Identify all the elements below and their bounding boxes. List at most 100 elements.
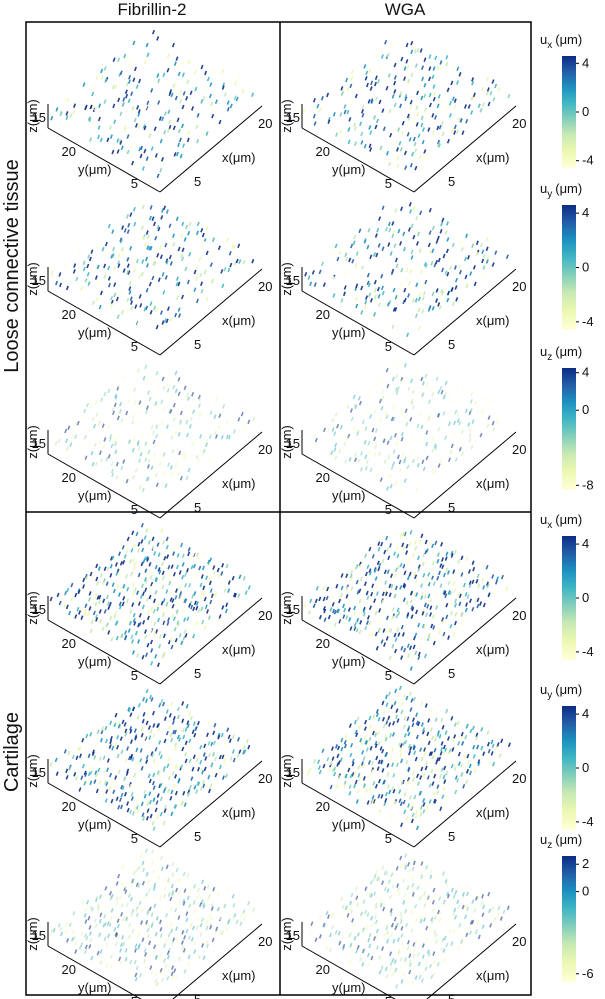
- arrow: [417, 325, 421, 331]
- arrow: [411, 866, 415, 872]
- arrow: [497, 913, 501, 918]
- arrow: [162, 767, 166, 773]
- arrow: [394, 481, 398, 487]
- axis-label: x(μm): [476, 313, 509, 328]
- arrow: [407, 731, 411, 737]
- arrow: [486, 741, 490, 747]
- arrow: [467, 759, 471, 765]
- arrow: [237, 737, 241, 742]
- arrow: [243, 916, 247, 921]
- arrow: [171, 603, 175, 609]
- arrow: [122, 478, 126, 484]
- tick-label: 5: [131, 668, 138, 683]
- arrow: [137, 899, 141, 905]
- arrow: [133, 221, 137, 227]
- arrow: [465, 280, 469, 286]
- arrow: [198, 902, 202, 907]
- arrow: [448, 591, 452, 596]
- arrow: [436, 125, 440, 131]
- arrow: [481, 249, 485, 255]
- arrow: [359, 737, 363, 743]
- arrow: [192, 721, 196, 726]
- arrow: [111, 555, 115, 561]
- arrow: [429, 727, 433, 732]
- arrow: [225, 434, 229, 440]
- arrow: [142, 696, 146, 702]
- arrow: [187, 551, 191, 557]
- arrow: [368, 292, 372, 298]
- arrow: [432, 640, 436, 646]
- arrow: [402, 246, 406, 252]
- arrow: [444, 730, 448, 735]
- tick-label: 15: [32, 110, 46, 125]
- arrow: [358, 598, 362, 604]
- arrow: [356, 431, 360, 436]
- tick-label: 20: [316, 144, 330, 159]
- arrow: [205, 296, 209, 302]
- arrow: [391, 732, 395, 737]
- arrow: [50, 270, 54, 276]
- arrow: [166, 621, 170, 626]
- arrow: [434, 717, 438, 722]
- arrow: [138, 400, 142, 405]
- arrow: [140, 908, 144, 914]
- arrow: [412, 696, 416, 702]
- arrow: [95, 576, 99, 582]
- arrow: [145, 42, 149, 48]
- arrow: [147, 449, 151, 455]
- arrow: [438, 756, 442, 762]
- arrow: [214, 591, 218, 597]
- arrow: [76, 247, 80, 252]
- arrow: [446, 891, 450, 897]
- arrow: [233, 95, 237, 101]
- arrow: [135, 421, 139, 426]
- arrow: [131, 602, 135, 607]
- arrow: [177, 432, 181, 437]
- arrow: [394, 585, 398, 591]
- arrow: [195, 757, 199, 763]
- arrow: [148, 778, 152, 784]
- arrow: [457, 558, 461, 564]
- arrow: [87, 753, 91, 759]
- arrow: [107, 276, 111, 281]
- arrow: [422, 968, 426, 974]
- arrow: [192, 754, 196, 760]
- arrow: [96, 580, 100, 586]
- arrow: [448, 391, 452, 396]
- arrow: [498, 753, 502, 758]
- arrow: [133, 117, 137, 123]
- arrow: [424, 960, 428, 966]
- arrow: [445, 602, 449, 608]
- arrow: [426, 232, 430, 237]
- arrow: [377, 65, 381, 70]
- arrow: [252, 907, 256, 912]
- arrow: [367, 740, 371, 745]
- arrow: [83, 608, 87, 613]
- arrow: [379, 145, 383, 151]
- arrow: [134, 972, 138, 978]
- arrow: [226, 106, 230, 112]
- arrow: [415, 215, 419, 221]
- arrow: [373, 252, 377, 257]
- arrow: [316, 103, 320, 109]
- arrow: [150, 970, 154, 975]
- axis-label: z(μm): [279, 262, 294, 295]
- arrow: [428, 230, 432, 235]
- arrow: [360, 140, 364, 145]
- arrow: [115, 896, 119, 901]
- arrow: [370, 916, 374, 921]
- arrow: [452, 398, 456, 404]
- arrow: [146, 377, 150, 382]
- arrow: [126, 149, 130, 155]
- arrow: [436, 235, 440, 241]
- arrow: [151, 536, 155, 542]
- arrow: [209, 922, 213, 927]
- arrow: [191, 594, 195, 599]
- arrow: [314, 598, 318, 604]
- arrow: [153, 903, 157, 908]
- arrow: [132, 40, 136, 46]
- arrow: [381, 438, 385, 443]
- arrow: [397, 949, 401, 954]
- arrow: [141, 880, 145, 886]
- arrow: [109, 556, 113, 561]
